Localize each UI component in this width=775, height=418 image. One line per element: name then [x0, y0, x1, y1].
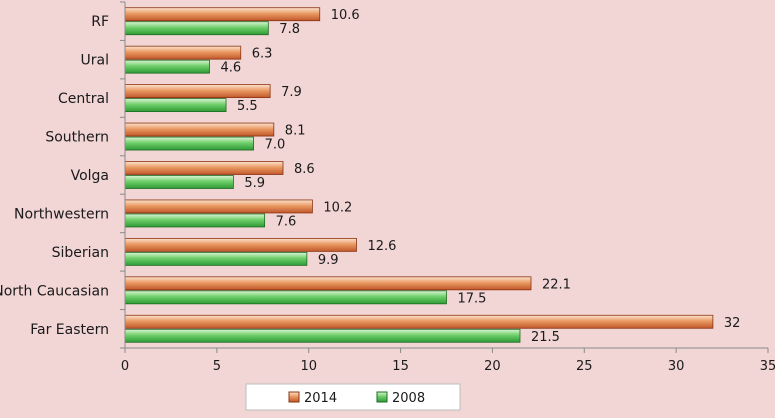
- x-axis: 0 5 10 15 20 25 30 35: [120, 1, 775, 374]
- legend-swatch-2014: [288, 391, 300, 403]
- data-label: 7.8: [279, 22, 300, 37]
- bar-2014-northwestern: [124, 199, 313, 214]
- data-label: 10.6: [331, 8, 360, 23]
- data-label: 10.2: [323, 200, 352, 215]
- x-tick-label: 20: [484, 359, 501, 374]
- bar-2014-far-eastern: [124, 314, 714, 329]
- data-label: 4.6: [221, 61, 242, 76]
- x-tick-label: 35: [760, 359, 775, 374]
- bar-2014-north-caucasian: [124, 276, 532, 291]
- category-label: North Caucasian: [0, 283, 109, 299]
- x-tick-label: 10: [300, 359, 317, 374]
- bar-2014-rf: [124, 7, 321, 22]
- legend: 2014 2008: [245, 383, 461, 411]
- bar-2014-central: [124, 84, 271, 99]
- data-label: 8.6: [294, 162, 315, 177]
- bar-2008-ural: [124, 59, 210, 74]
- legend-label: 2014: [304, 391, 337, 406]
- bar-2014-ural: [124, 45, 242, 60]
- data-label: 9.9: [318, 253, 339, 268]
- bar-2008-siberian: [124, 251, 308, 266]
- data-label: 5.9: [244, 176, 265, 191]
- category-label: Central: [58, 91, 109, 107]
- legend-swatch-2008: [376, 391, 388, 403]
- bar-2008-north-caucasian: [124, 290, 447, 305]
- data-label: 7.6: [276, 214, 297, 229]
- bar-2014-siberian: [124, 237, 357, 252]
- x-tick-label: 25: [576, 359, 593, 374]
- x-tick-label: 5: [213, 359, 221, 374]
- bar-2008-northwestern: [124, 213, 266, 228]
- bar-2008-far-eastern: [124, 328, 521, 343]
- category-label: Southern: [45, 130, 109, 146]
- category-label: Siberian: [52, 245, 109, 261]
- x-tick-label: 0: [121, 359, 129, 374]
- legend-label: 2008: [392, 391, 425, 406]
- data-label: 12.6: [367, 239, 396, 254]
- category-label: RF: [91, 14, 109, 30]
- bar-2008-volga: [124, 175, 234, 189]
- data-label: 22.1: [542, 277, 571, 292]
- data-label: 21.5: [531, 330, 560, 345]
- data-label: 8.1: [285, 124, 306, 139]
- bars-layer: RF 10.6 7.8 Ural 6.3 4.6 Central 7.9 5.5 Southern…: [0, 7, 741, 345]
- category-label: Ural: [81, 53, 109, 69]
- data-label: 6.3: [252, 47, 273, 62]
- data-label: 32: [724, 316, 741, 331]
- x-tick-label: 30: [668, 359, 685, 374]
- data-label: 5.5: [237, 99, 258, 114]
- bar-2008-central: [124, 98, 227, 113]
- data-label: 7.0: [265, 138, 286, 153]
- bar-2008-rf: [124, 21, 269, 36]
- bar-2008-southern: [124, 136, 255, 151]
- bar-2014-southern: [124, 122, 275, 137]
- data-label: 7.9: [281, 85, 302, 100]
- category-label: Northwestern: [14, 206, 109, 222]
- category-label: Volga: [71, 168, 109, 184]
- category-label: Far Eastern: [30, 322, 109, 338]
- data-label: 17.5: [458, 291, 487, 306]
- legend-box: [245, 383, 461, 411]
- x-tick-label: 15: [392, 359, 409, 374]
- bar-2014-volga: [124, 161, 284, 175]
